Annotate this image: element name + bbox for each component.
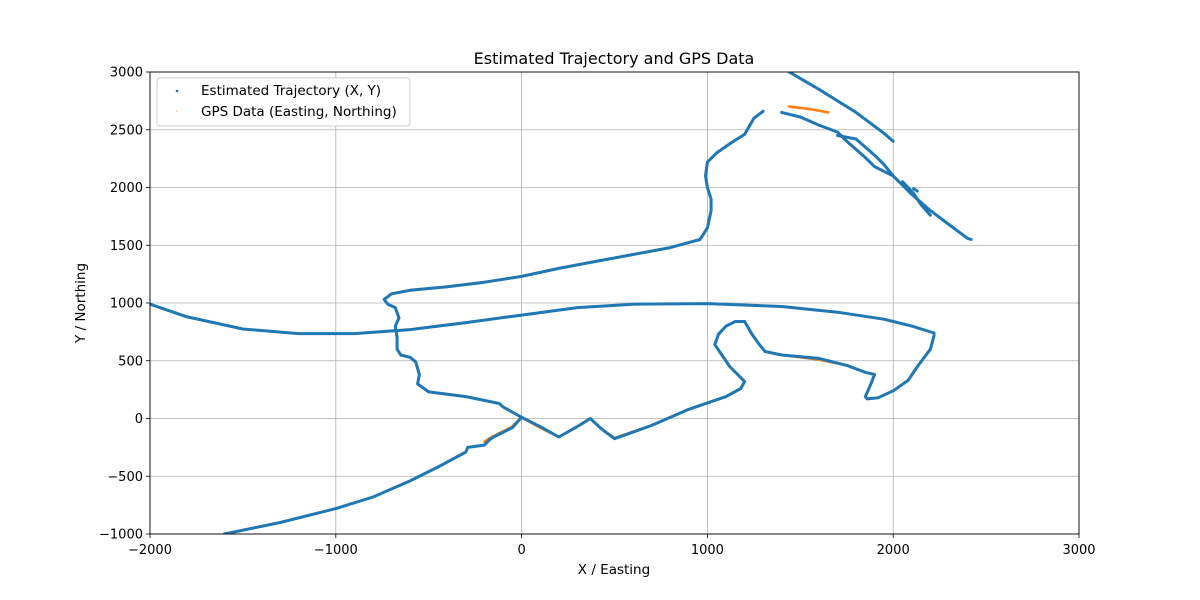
estimated-trajectory-path-5	[836, 134, 895, 178]
legend-label-gps: GPS Data (Easting, Northing)	[201, 104, 397, 120]
chart-title: Estimated Trajectory and GPS Data	[474, 49, 755, 68]
estimated-trajectory-path-6	[901, 180, 932, 217]
y-axis-label: Y / Northing	[73, 263, 89, 344]
y-tick-label: 1500	[110, 239, 143, 254]
estimated-trajectory-path-1	[222, 320, 936, 534]
x-tick-label: 1000	[691, 543, 724, 558]
y-tick-label: 2000	[110, 181, 143, 196]
plot-area	[150, 72, 973, 534]
legend-box	[156, 77, 411, 127]
y-tick-label: 3000	[110, 66, 143, 81]
ticks: −2000 −1000 0 1000 2000 3000−1000−50005001000…	[99, 66, 1096, 559]
y-tick-label: 500	[118, 354, 143, 369]
y-tick-label: 2500	[110, 123, 143, 138]
y-tick-label: −500	[107, 470, 143, 485]
legend-marker-gps	[176, 110, 178, 112]
estimated-trajectory-path-0	[150, 302, 936, 336]
estimated-trajectory-path-2	[382, 109, 765, 419]
x-tick-label: 2000	[877, 543, 910, 558]
estimated-trajectory-path-3	[780, 110, 973, 241]
legend-label-estimated: Estimated Trajectory (X, Y)	[201, 83, 381, 99]
legend: Estimated Trajectory (X, Y) GPS Data (Ea…	[156, 77, 411, 127]
estimated-trajectory-path-4	[787, 72, 895, 143]
x-tick-label: −1000	[314, 543, 358, 558]
x-tick-label: −2000	[128, 543, 172, 558]
x-tick-label: 3000	[1062, 543, 1095, 558]
estimated-trajectory-path-7	[912, 187, 919, 193]
y-tick-label: −1000	[99, 528, 143, 543]
x-axis-label: X / Easting	[578, 562, 650, 578]
y-tick-label: 1000	[110, 297, 143, 312]
legend-marker-estimated	[175, 89, 179, 93]
x-tick-label: 0	[517, 543, 525, 558]
series-estimated-trajectory	[150, 72, 973, 534]
gps-data-path-2	[787, 105, 830, 114]
y-tick-label: 0	[135, 412, 143, 427]
